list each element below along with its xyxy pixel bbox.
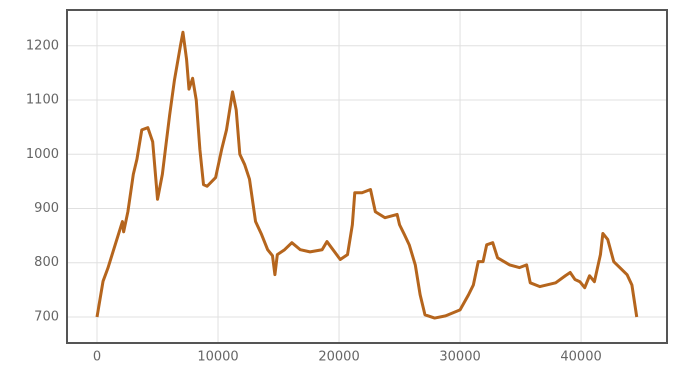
- y-tick-label: 1000: [26, 147, 59, 162]
- y-tick-label: 900: [34, 201, 59, 216]
- plot-border: [66, 9, 668, 344]
- x-tick-label: 40000: [560, 350, 601, 365]
- y-tick-label: 700: [34, 309, 59, 324]
- x-tick-label: 30000: [439, 350, 480, 365]
- x-tick-label: 10000: [197, 350, 238, 365]
- line: [95, 30, 639, 320]
- marks: [95, 30, 639, 320]
- plot-area: [67, 10, 667, 343]
- x-tick-label: 0: [93, 350, 101, 365]
- y-tick-label: 1200: [26, 38, 59, 53]
- y-tick-label: 800: [34, 255, 59, 270]
- grid: [67, 10, 667, 343]
- y-tick-label: 1100: [26, 93, 59, 108]
- x-tick-label: 20000: [318, 350, 359, 365]
